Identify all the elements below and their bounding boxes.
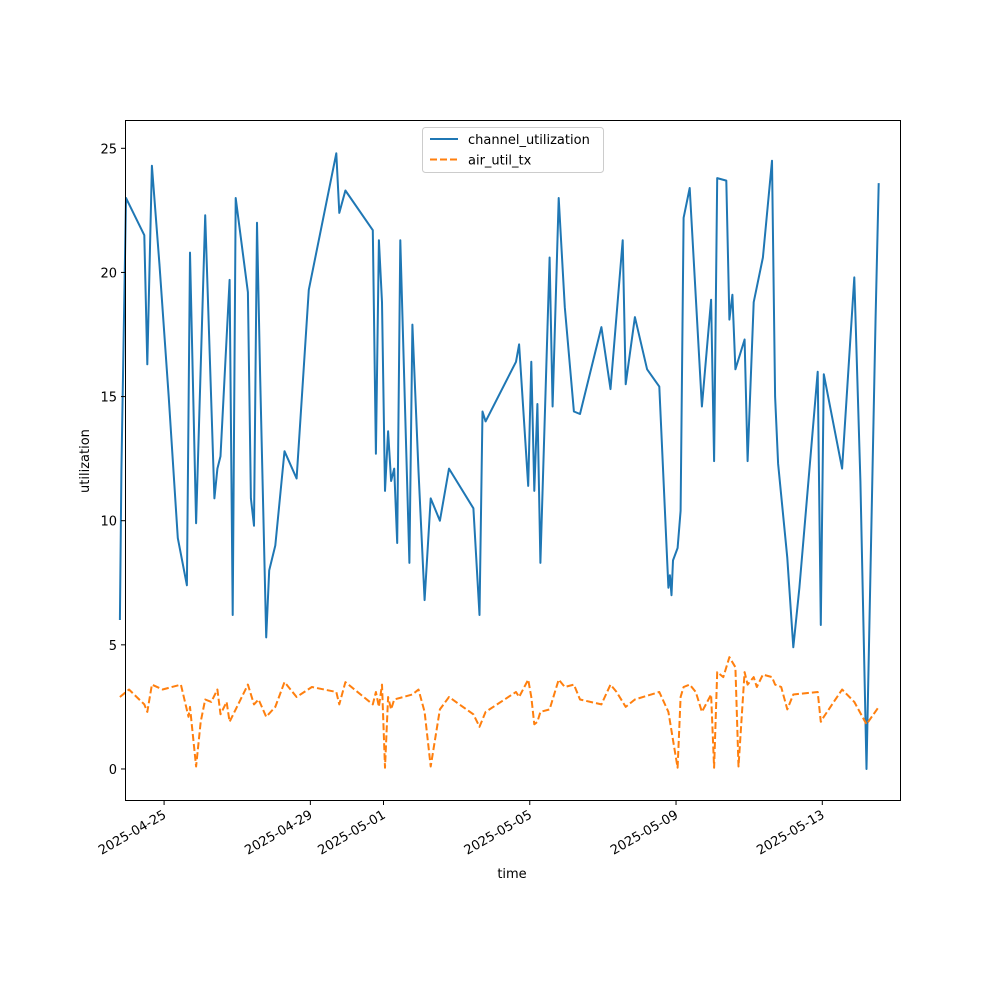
legend: channel_utilization air_util_tx bbox=[422, 127, 604, 173]
y-tick-label: 5 bbox=[109, 639, 117, 654]
x-tick-label: 2025-05-01 bbox=[316, 808, 389, 859]
y-tick-label: 15 bbox=[100, 391, 117, 406]
y-tick-label: 10 bbox=[100, 515, 117, 530]
legend-label-air-util-tx: air_util_tx bbox=[468, 154, 532, 169]
x-tick-label: 2025-04-29 bbox=[242, 808, 315, 859]
x-tick-label: 2025-05-09 bbox=[608, 808, 681, 859]
axes-frame bbox=[125, 120, 901, 801]
x-axis-label: time bbox=[497, 867, 526, 882]
x-tick-label: 2025-05-13 bbox=[754, 808, 827, 859]
plot-area bbox=[118, 152, 880, 770]
y-axis-label: utilization bbox=[78, 429, 93, 493]
y-tick-label: 20 bbox=[100, 266, 117, 281]
y-tick-label: 25 bbox=[100, 142, 117, 157]
x-tick-label: 2025-04-25 bbox=[96, 808, 169, 859]
y-tick-label: 0 bbox=[109, 763, 117, 778]
series-line-air-util-tx bbox=[119, 656, 880, 769]
x-tick-label: 2025-05-05 bbox=[462, 808, 535, 859]
series-line-channel-utilization bbox=[118, 152, 880, 770]
y-axis: 0 5 10 15 20 25 bbox=[100, 142, 126, 778]
legend-box bbox=[422, 127, 604, 173]
x-axis: 2025-04-25 2025-04-29 2025-05-01 2025-05-05… bbox=[96, 800, 827, 858]
legend-label-channel-utilization: channel_utilization bbox=[468, 133, 590, 148]
